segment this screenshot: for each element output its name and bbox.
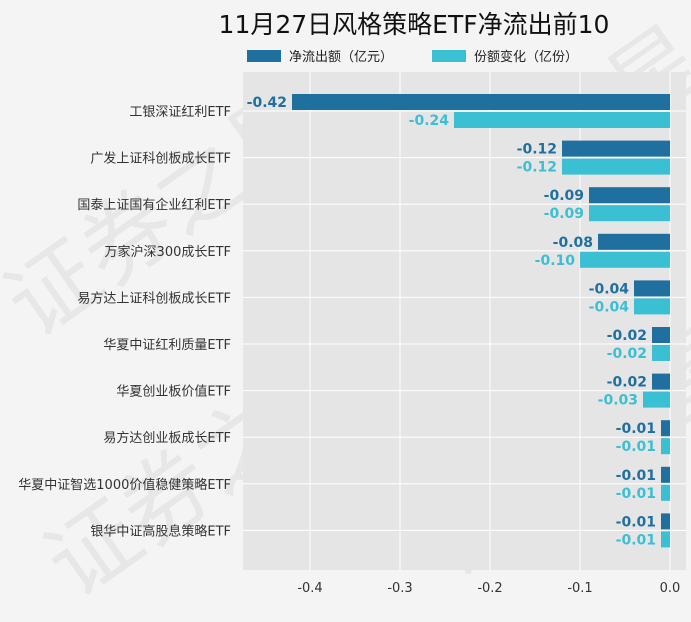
x-tick-label: -0.4	[297, 581, 322, 596]
bar	[634, 298, 670, 315]
bar	[634, 280, 670, 297]
legend-swatch-share-change	[432, 50, 466, 62]
bar	[661, 513, 670, 530]
data-label: -0.08	[553, 235, 593, 251]
data-label: -0.01	[616, 532, 656, 548]
bar	[562, 140, 670, 157]
bar	[580, 251, 670, 268]
bar	[598, 233, 670, 250]
bar	[661, 484, 670, 501]
legend-label-net-outflow: 净流出额（亿元）	[289, 50, 393, 65]
bar	[589, 187, 670, 204]
bar	[652, 345, 670, 361]
bar	[643, 391, 670, 408]
data-label: -0.02	[607, 328, 647, 344]
data-label: -0.02	[607, 375, 647, 391]
data-label: -0.01	[616, 421, 656, 437]
x-tick-label: -0.1	[567, 581, 592, 596]
data-label: -0.12	[517, 160, 557, 176]
bar	[661, 531, 670, 548]
category-label: 易方达创业板成长ETF	[103, 430, 231, 446]
data-label: -0.02	[607, 346, 647, 362]
category-label: 工银深证红利ETF	[129, 104, 231, 120]
data-label: -0.01	[616, 486, 656, 502]
x-tick-label: -0.3	[387, 581, 412, 596]
category-label: 万家沪深300成长ETF	[105, 244, 231, 260]
legend-swatch-net-outflow	[247, 50, 281, 62]
bar-chart: 11月27日风格策略ETF净流出前10 净流出额（亿元） 份额变化（亿份） -0…	[18, 10, 686, 596]
bar	[292, 94, 670, 110]
data-label: -0.03	[598, 393, 638, 409]
data-label: -0.24	[409, 113, 450, 129]
data-label: -0.42	[247, 95, 287, 111]
data-label: -0.01	[616, 514, 656, 530]
category-label: 银华中证高股息策略ETF	[90, 523, 231, 539]
data-label: -0.09	[544, 206, 584, 222]
data-label: -0.01	[616, 468, 656, 484]
bar	[589, 205, 670, 222]
bar	[661, 466, 670, 483]
bar	[454, 112, 670, 128]
bar	[562, 158, 670, 175]
data-label: -0.04	[589, 281, 630, 297]
x-tick-label: -0.2	[477, 581, 502, 596]
category-label: 华夏中证智选1000价值稳健策略ETF	[18, 477, 231, 493]
plot-area: -0.4 -0.3 -0.2 -0.1 0.0 工银深证红利ETF -0.42 -0.24 广发…	[18, 72, 686, 596]
data-label: -0.12	[517, 142, 557, 158]
category-label: 华夏中证红利质量ETF	[103, 337, 231, 353]
chart-title: 11月27日风格策略ETF净流出前10	[219, 10, 610, 39]
bar	[652, 373, 670, 390]
bar	[661, 438, 670, 455]
bar	[652, 327, 670, 343]
data-label: -0.09	[544, 188, 584, 204]
bar	[661, 420, 670, 437]
data-label: -0.01	[616, 439, 656, 455]
category-label: 易方达上证科创板成长ETF	[77, 290, 231, 306]
data-label: -0.04	[589, 299, 630, 315]
x-tick-label: 0.0	[660, 581, 681, 596]
legend-label-share-change: 份额变化（亿份）	[474, 49, 578, 65]
category-label: 广发上证科创板成长ETF	[90, 151, 231, 167]
category-label: 国泰上证国有企业红利ETF	[77, 197, 231, 213]
data-label: -0.10	[535, 253, 576, 269]
category-label: 华夏创业板价值ETF	[116, 384, 231, 400]
